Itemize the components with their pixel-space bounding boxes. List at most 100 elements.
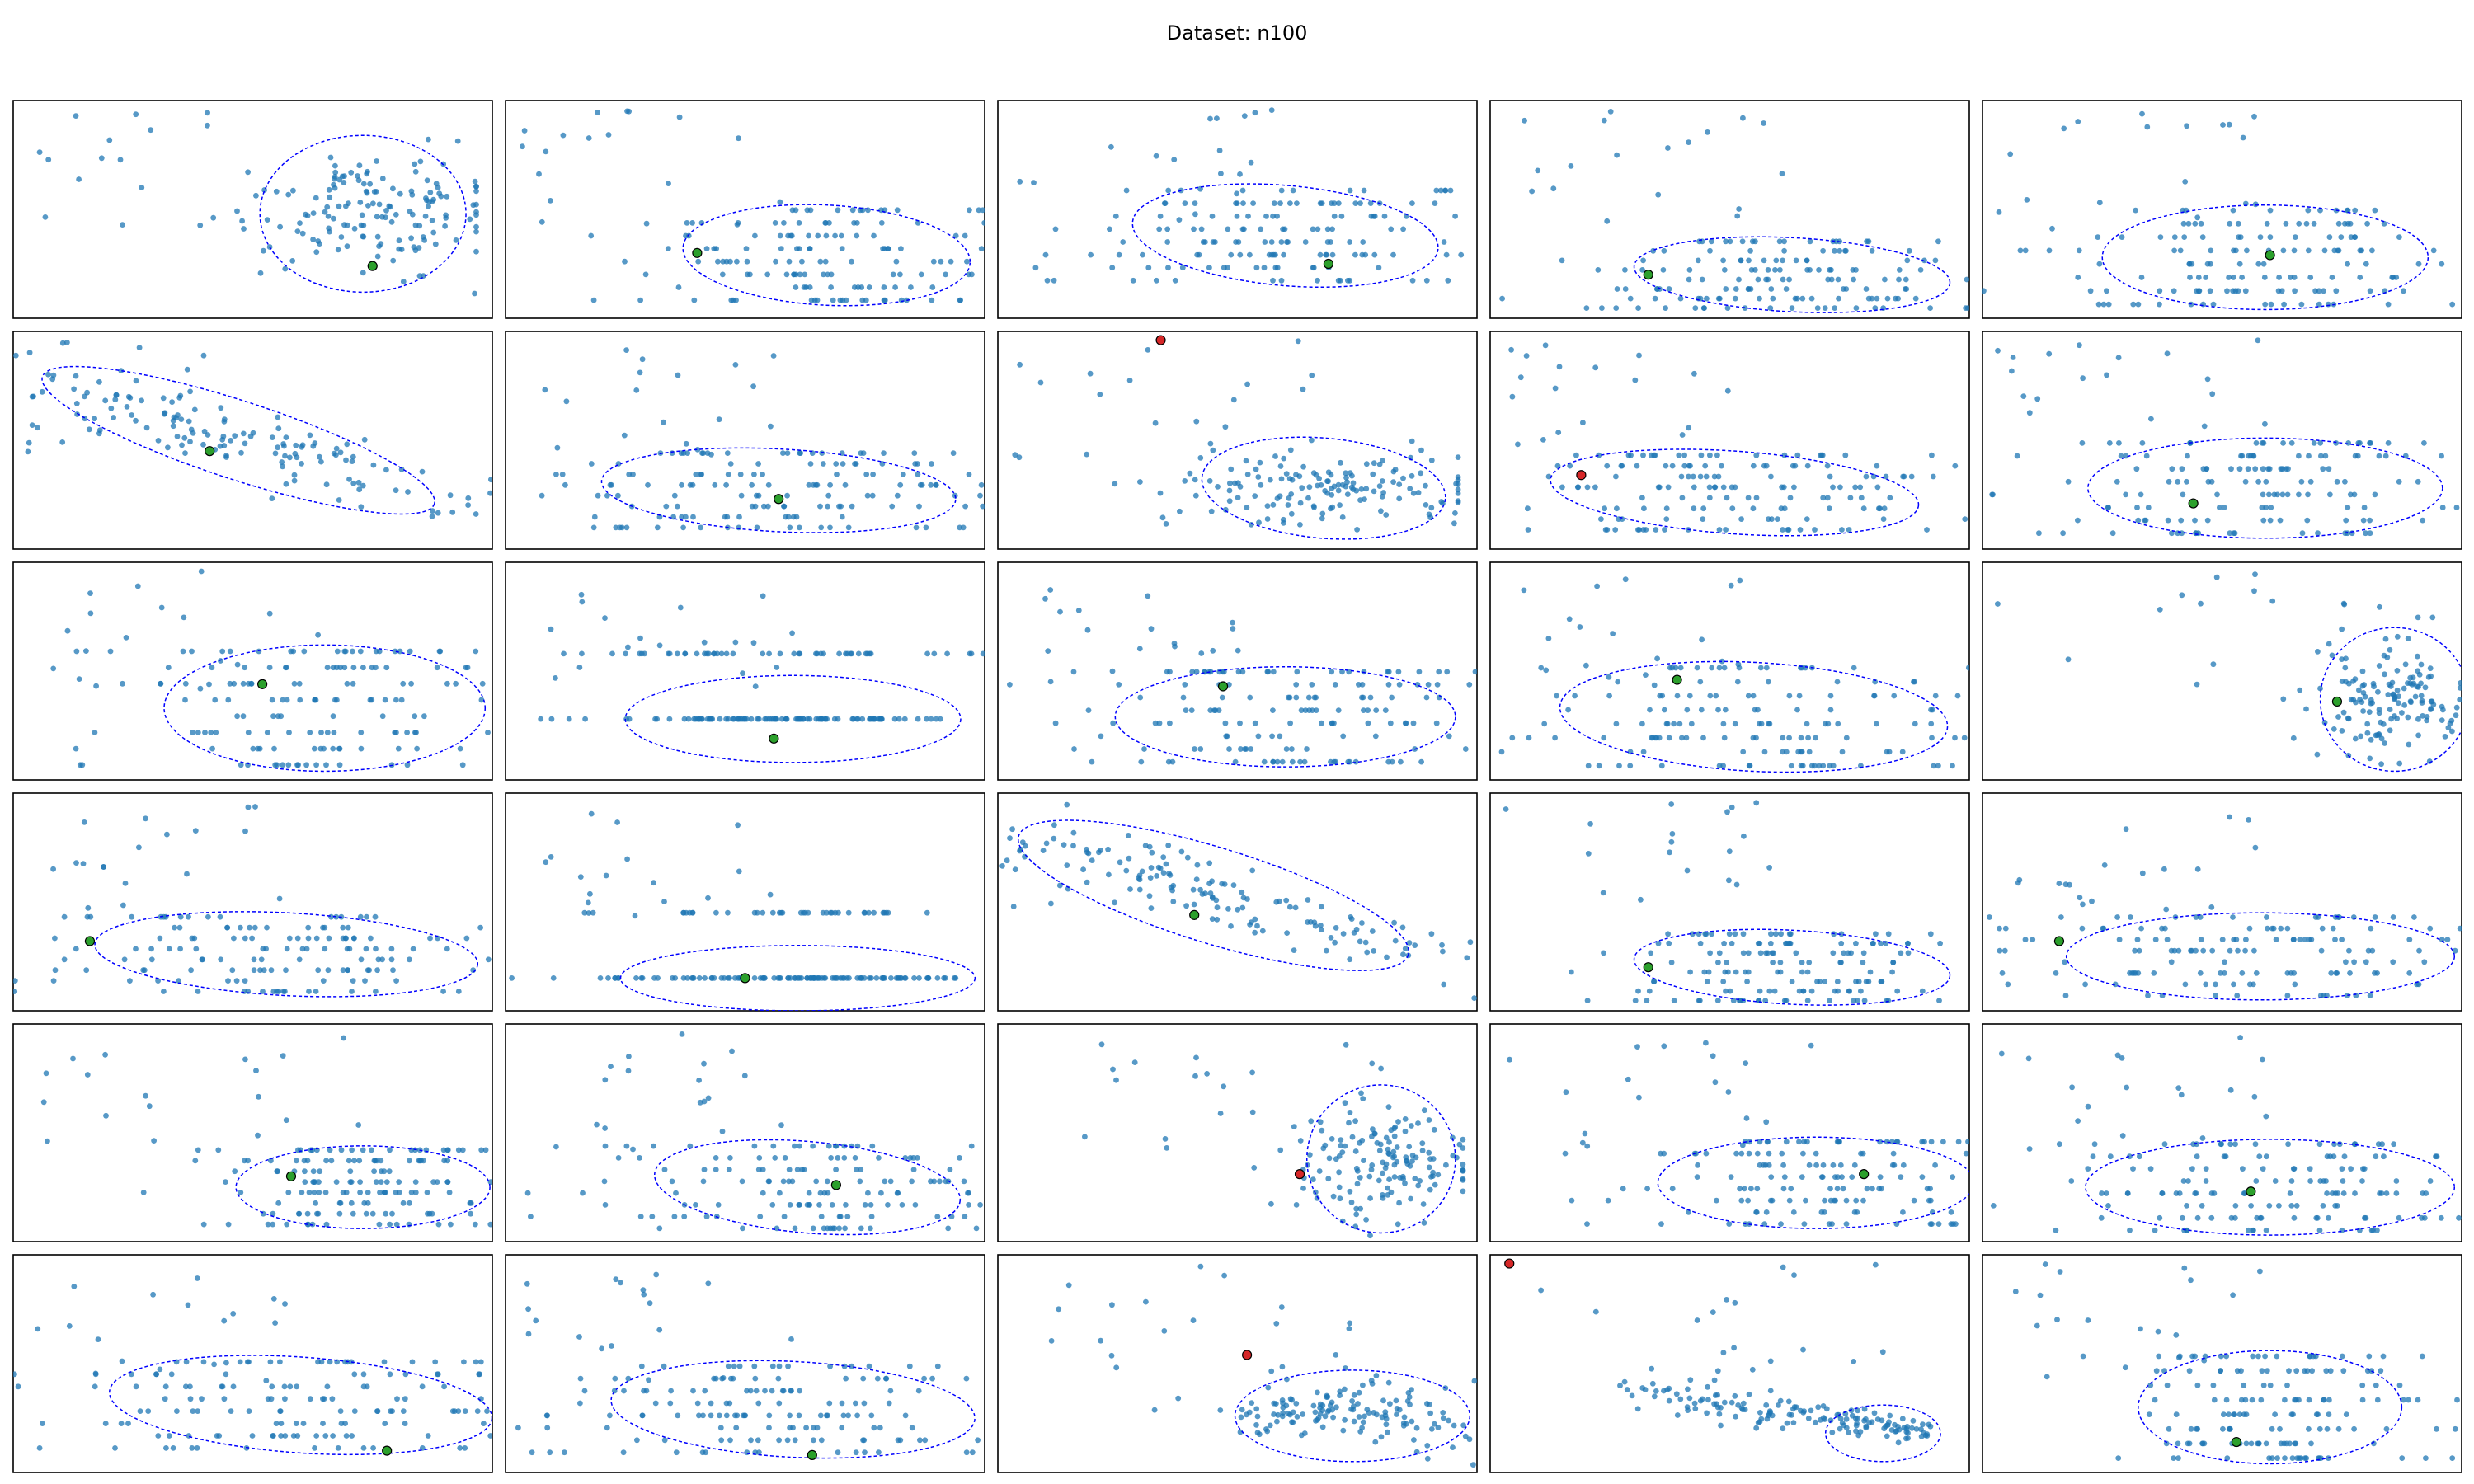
data-point	[1458, 251, 1465, 258]
data-point	[1715, 707, 1721, 713]
data-point	[1683, 735, 1690, 741]
data-point	[2255, 1353, 2261, 1360]
data-point	[183, 1359, 190, 1365]
data-point	[1221, 265, 1227, 271]
data-point	[1268, 239, 1275, 245]
data-point	[2127, 1227, 2133, 1233]
data-point	[2119, 1055, 2125, 1061]
data-point	[777, 1190, 783, 1196]
data-point	[1007, 682, 1013, 688]
data-point	[2227, 530, 2233, 537]
data-point	[1361, 707, 1366, 713]
data-point	[2075, 1118, 2081, 1124]
data-point	[762, 975, 768, 981]
data-point	[1273, 899, 1280, 905]
data-point	[333, 445, 340, 452]
data-point	[2203, 981, 2209, 988]
data-point	[444, 946, 450, 952]
data-point	[1329, 492, 1335, 498]
data-point	[1780, 735, 1786, 741]
data-point	[323, 1221, 330, 1228]
data-point	[263, 946, 269, 952]
data-point	[1929, 452, 1935, 458]
center-marker	[1643, 270, 1653, 280]
data-point	[1084, 451, 1090, 458]
data-point	[191, 406, 198, 413]
data-point	[473, 188, 479, 195]
data-point	[408, 680, 414, 687]
data-point	[1297, 758, 1303, 765]
data-point	[2434, 1153, 2440, 1160]
data-point	[649, 1214, 656, 1219]
data-point	[1404, 1398, 1411, 1404]
data-point	[343, 1433, 350, 1439]
data-point	[188, 426, 195, 433]
data-point	[1317, 251, 1324, 258]
data-point	[1300, 1186, 1306, 1191]
data-point	[189, 1445, 195, 1451]
data-point	[1503, 806, 1509, 812]
data-point	[1460, 1136, 1466, 1143]
data-point	[1248, 159, 1254, 166]
data-point	[1721, 735, 1728, 741]
data-point	[1450, 1153, 1456, 1159]
data-point	[261, 247, 266, 254]
data-point	[1192, 1073, 1198, 1079]
data-point	[1678, 473, 1685, 480]
data-point	[601, 1178, 608, 1185]
data-point	[1376, 483, 1383, 489]
data-point	[1198, 226, 1205, 232]
data-point	[1208, 508, 1215, 514]
data-point	[229, 967, 236, 974]
data-point	[1280, 1410, 1286, 1416]
data-point	[1032, 265, 1039, 271]
data-point	[374, 253, 381, 260]
data-point	[232, 1168, 238, 1175]
data-point	[271, 745, 277, 752]
data-point	[1669, 1186, 1676, 1192]
data-point	[1149, 849, 1155, 856]
data-point	[774, 665, 780, 670]
data-point	[407, 1200, 412, 1206]
data-point	[223, 1360, 229, 1366]
data-point	[1302, 239, 1309, 245]
data-point	[2353, 993, 2359, 998]
data-point	[367, 181, 373, 187]
data-point	[2199, 1135, 2206, 1141]
data-point	[2318, 453, 2324, 459]
data-point	[915, 461, 920, 467]
data-point	[807, 1202, 813, 1208]
data-point	[277, 1359, 283, 1365]
data-point	[205, 913, 211, 920]
data-point	[1230, 882, 1237, 888]
data-point	[2264, 914, 2269, 920]
data-point	[277, 1408, 284, 1414]
data-point	[294, 1158, 299, 1164]
data-point	[487, 490, 492, 496]
data-point	[1390, 251, 1396, 258]
data-point	[1924, 527, 1930, 533]
data-point	[1471, 995, 1477, 1001]
data-point	[2264, 1368, 2270, 1374]
data-point	[1838, 931, 1845, 937]
data-point	[344, 441, 350, 448]
data-point	[2345, 505, 2351, 510]
data-point	[202, 730, 208, 735]
data-point	[1271, 251, 1277, 258]
data-point	[348, 169, 355, 176]
data-point	[2345, 261, 2350, 267]
data-point	[2381, 652, 2387, 659]
data-point	[1666, 940, 1672, 946]
data-point	[1929, 1221, 1935, 1227]
data-point	[749, 503, 755, 510]
data-point	[1881, 505, 1888, 512]
data-point	[2453, 505, 2460, 510]
data-point	[1729, 940, 1735, 946]
data-point	[429, 1210, 435, 1217]
data-point	[626, 108, 632, 115]
data-point	[797, 1143, 802, 1149]
data-point	[276, 895, 283, 902]
data-point	[2077, 342, 2082, 349]
data-point	[1647, 707, 1653, 713]
data-point	[2351, 1141, 2358, 1148]
